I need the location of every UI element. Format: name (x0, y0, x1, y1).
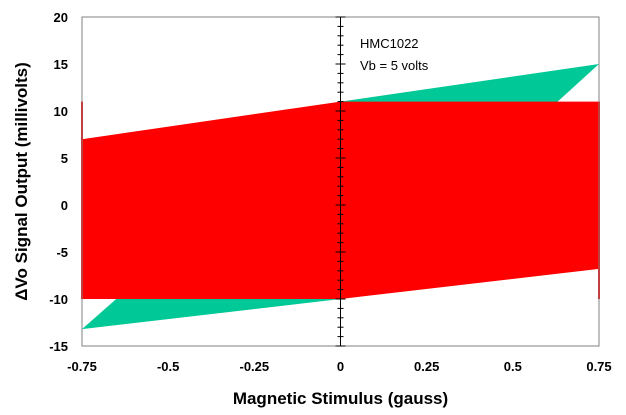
x-tick-label: 0 (337, 359, 344, 374)
annotation-device: HMC1022 (360, 36, 419, 51)
annotation-bias: Vb = 5 volts (360, 58, 429, 73)
x-tick-label: 0.75 (586, 359, 611, 374)
y-tick-labels: 20 15 10 5 0 -5 -10 -15 (49, 10, 68, 354)
y-tick-label: 20 (54, 10, 68, 25)
x-tick-label: 0.5 (504, 359, 522, 374)
y-axis-title: ΔVo Signal Output (millivolts) (12, 62, 31, 301)
x-tick-label: -0.75 (67, 359, 97, 374)
y-tick-label: 15 (54, 57, 68, 72)
x-tick-label: -0.5 (157, 359, 179, 374)
y-tick-label: 0 (61, 198, 68, 213)
y-tick-label: -5 (56, 245, 68, 260)
center-y-axis (335, 16, 346, 347)
y-tick-label: 5 (61, 151, 68, 166)
y-tick-label: 10 (54, 104, 68, 119)
y-tick-label: -15 (49, 339, 68, 354)
y-tick-label: -10 (49, 292, 68, 307)
x-tick-label: 0.25 (414, 359, 439, 374)
x-axis-title: Magnetic Stimulus (gauss) (233, 389, 448, 408)
x-tick-labels: -0.75 -0.5 -0.25 0 0.25 0.5 0.75 (67, 359, 611, 374)
x-tick-label: -0.25 (240, 359, 270, 374)
